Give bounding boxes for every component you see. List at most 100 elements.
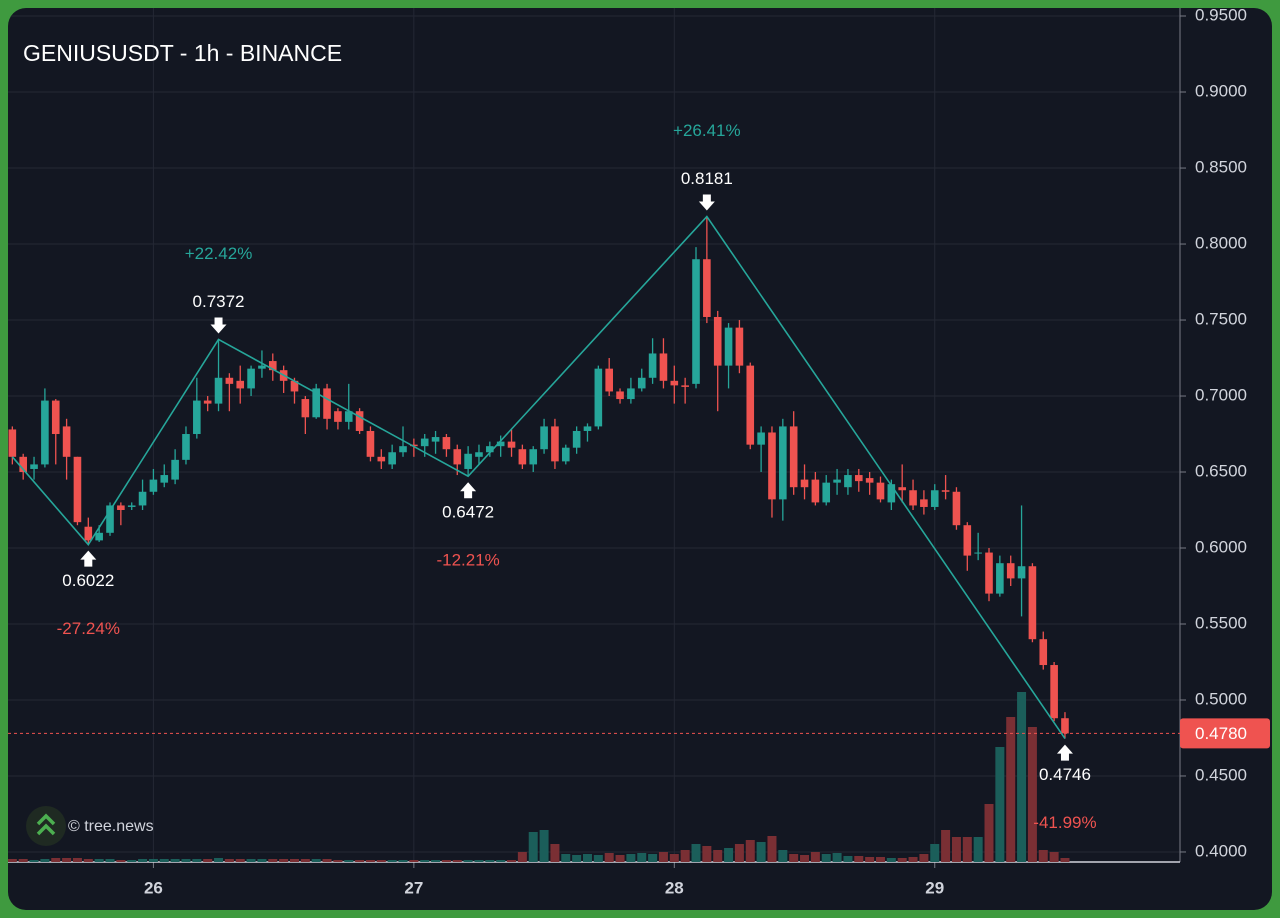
volume-bar — [854, 856, 864, 862]
volume-bar — [832, 853, 842, 862]
volume-bar — [496, 860, 506, 862]
pivot-arrow — [210, 317, 227, 334]
volume-bar — [507, 860, 517, 862]
candle-body — [442, 437, 451, 450]
candle-body — [203, 400, 212, 404]
volume-bar — [561, 854, 571, 862]
volume-bar — [355, 860, 365, 862]
pivot-change: -12.21% — [436, 551, 499, 570]
candle-body — [366, 430, 375, 457]
candle-body — [399, 446, 407, 453]
volume-bar — [615, 855, 625, 862]
candle-body — [952, 491, 961, 526]
volume-bar — [159, 859, 169, 862]
volume-bar — [203, 859, 213, 862]
candle-body — [703, 259, 711, 317]
volume-bar — [452, 860, 462, 862]
y-tick-label: 0.6500 — [1195, 461, 1247, 480]
candle-body — [616, 391, 624, 400]
volume-bar — [420, 860, 430, 862]
volume-bar — [72, 858, 82, 862]
chart: GENIUSUSDT - 1h - BINANCE © tree.news 0.… — [8, 8, 1270, 897]
volume-bar — [485, 860, 495, 862]
candle-body — [681, 385, 689, 387]
volume-bar — [702, 846, 712, 862]
candle-body — [388, 452, 396, 465]
candle-body — [171, 459, 179, 480]
candle-body — [160, 475, 169, 483]
volume-bar — [127, 860, 137, 862]
volume-bar — [170, 859, 180, 862]
candle-body — [800, 479, 809, 488]
candle-body — [214, 377, 223, 404]
candle-body — [290, 380, 299, 392]
volume-bar — [1017, 692, 1027, 862]
volume-bar — [8, 859, 17, 862]
y-tick-label: 0.5500 — [1195, 613, 1247, 632]
y-tick-label: 0.8000 — [1195, 234, 1247, 253]
volume-bar — [94, 859, 104, 862]
candle-body — [138, 491, 147, 506]
candle-body — [529, 449, 538, 465]
volume-bar — [745, 840, 755, 862]
volume-bar — [29, 860, 39, 862]
candle-body — [1006, 563, 1015, 579]
candle-body — [746, 365, 755, 445]
volume-bar — [582, 854, 592, 862]
candle-body — [920, 499, 928, 507]
volume-bar — [724, 848, 734, 862]
pivot-arrow — [80, 550, 97, 567]
pivot-price: 0.6022 — [62, 571, 114, 590]
volume-bar — [18, 859, 28, 862]
candle-body — [475, 452, 483, 457]
volume-bar — [257, 859, 267, 862]
volume-bar — [951, 837, 961, 862]
volume-bar — [398, 860, 408, 862]
candle-body — [713, 316, 722, 366]
candle-body — [724, 327, 733, 366]
watermark-logo — [26, 806, 66, 846]
volume-bar — [1027, 727, 1037, 862]
volume-bar — [919, 854, 929, 862]
candle-body — [996, 563, 1004, 594]
volume-bar — [539, 830, 549, 862]
volume-bar — [821, 854, 831, 862]
candle-body — [334, 411, 342, 422]
candle-body — [84, 526, 93, 541]
volume-bar — [409, 860, 419, 862]
candle-body — [247, 368, 255, 389]
chart-panel: GENIUSUSDT - 1h - BINANCE © tree.news 0.… — [8, 8, 1272, 910]
candle-body — [236, 380, 245, 389]
candle-body — [30, 464, 38, 469]
candle-body — [659, 353, 668, 381]
volume-bar — [322, 859, 332, 862]
volume-bar — [843, 856, 853, 862]
volume-bar — [637, 853, 647, 862]
candle-body — [182, 434, 190, 460]
volume-bar — [973, 837, 983, 862]
candle-body — [355, 411, 364, 431]
pivot-price: 0.7372 — [193, 292, 245, 311]
candle-body — [887, 484, 896, 503]
candle-body — [692, 259, 700, 384]
volume-bar — [778, 850, 788, 862]
candle-body — [594, 368, 603, 427]
volume-bar — [756, 842, 766, 862]
logo-chevrons — [36, 813, 56, 836]
pivot-arrow — [698, 194, 715, 211]
candle-body — [117, 505, 125, 511]
volume-bar — [658, 852, 668, 862]
candle-body — [51, 400, 60, 435]
pivot-price: 0.8181 — [681, 169, 733, 188]
volume-bar — [941, 830, 951, 862]
y-tick-label: 0.6000 — [1195, 537, 1247, 556]
candle-body — [757, 432, 765, 445]
zigzag-line — [11, 215, 1066, 740]
candle-body — [486, 446, 494, 453]
candle-body — [8, 429, 17, 457]
candle-body — [551, 426, 559, 462]
candle-body — [453, 449, 462, 465]
volume-bar — [572, 855, 582, 862]
volume-bar — [138, 859, 148, 862]
